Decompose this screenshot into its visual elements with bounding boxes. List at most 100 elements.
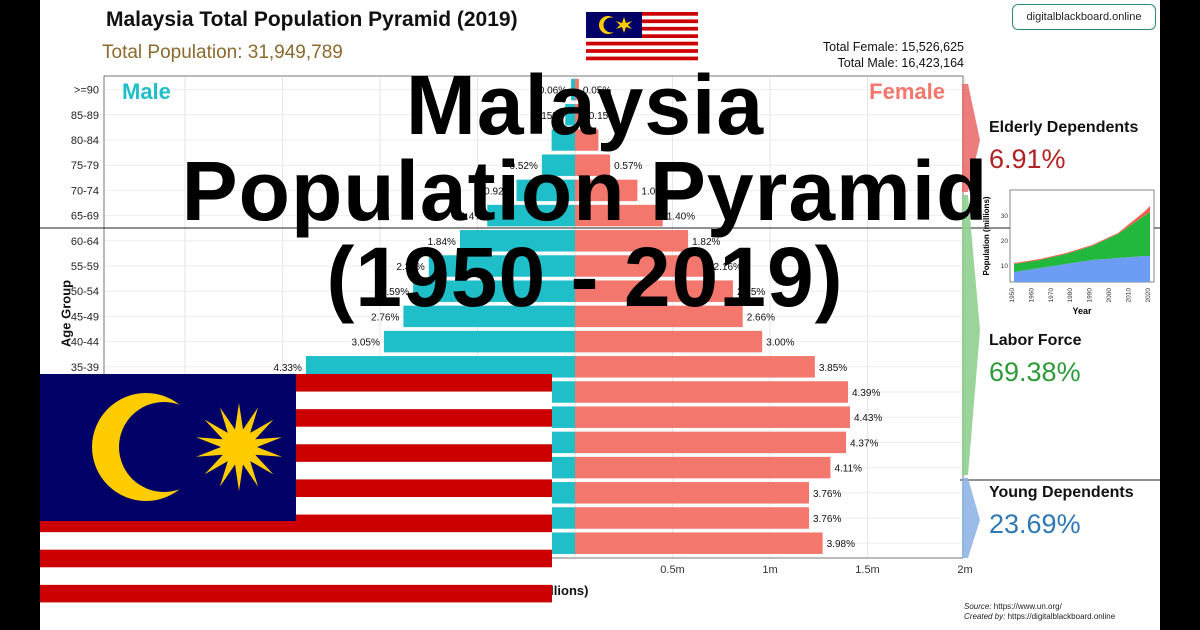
female-percent-label: 0.05%: [583, 86, 611, 97]
x-tick-label: 0.5m: [660, 564, 684, 576]
male-bar: [428, 255, 575, 277]
female-bar: [575, 179, 638, 202]
flag-stripe: [40, 584, 552, 603]
flag-stripe: [40, 602, 552, 620]
overlay-line-2: Population Pyramid: [181, 144, 989, 238]
total-population: Total Population: 31,949,789: [102, 42, 343, 63]
female-bar: [575, 255, 710, 277]
malaysia-flag-large: [40, 374, 552, 620]
female-percent-label: 3.76%: [813, 514, 841, 525]
created-label: Created by:: [964, 612, 1006, 621]
female-percent-label: 2.16%: [714, 262, 742, 273]
female-percent-label: 4.37%: [850, 438, 878, 449]
male-percent-label: 3.05%: [352, 338, 380, 349]
elderly-label: Elderly Dependents: [989, 119, 1139, 136]
x-tick-labels: 0.5m 1m 1.5m 2m: [660, 564, 972, 576]
male-bar: [305, 356, 575, 378]
male-percent-label: 0.15%: [533, 111, 561, 122]
mini-y-label: Population (millions): [982, 196, 991, 275]
flag-star: [616, 17, 632, 33]
legend-female: Female: [869, 79, 945, 104]
site-badge[interactable]: digitalblackboard.online: [1012, 4, 1156, 30]
mini-x-tick: 2010: [1125, 288, 1132, 303]
malaysia-flag-small: [586, 12, 698, 64]
male-bar: [383, 330, 575, 353]
chart-title: Malaysia Total Population Pyramid (2019): [106, 8, 518, 31]
female-percent-label: 3.85%: [819, 363, 847, 374]
source-value[interactable]: https://www.un.org/: [991, 602, 1062, 611]
male-percent-label: 2.34%: [396, 262, 424, 273]
age-group-label: 50-54: [71, 286, 99, 298]
percent-labels: 0.06% 0.05% 0.15% 0.15% 0.52% 0.57% 0.92% 1.01%…: [274, 86, 883, 551]
female-percent-label: 3.00%: [766, 338, 794, 349]
male-percent-label: 1.84%: [428, 237, 456, 248]
overlay-line-1: Malaysia: [405, 58, 765, 152]
male-bar: [413, 280, 575, 302]
total-male: Total Male: 16,423,164: [837, 56, 964, 70]
flag-stripe: [40, 567, 552, 586]
flag-stripe: [586, 56, 698, 61]
male-percent-label: 1.4%: [460, 212, 483, 223]
female-percent-label: 1.40%: [667, 212, 695, 223]
female-percent-label: 3.76%: [813, 489, 841, 500]
mini-x-tick: 1990: [1087, 288, 1094, 303]
female-bar: [575, 330, 763, 353]
male-bar: [565, 104, 575, 126]
young-area: [1014, 256, 1150, 282]
mini-x-tick: 1970: [1048, 288, 1055, 303]
mini-x-label: Year: [1072, 306, 1092, 316]
overlay-line-3: (1950 - 2019): [326, 230, 844, 324]
male-bar: [487, 204, 575, 227]
female-bar: [575, 532, 823, 554]
female-percent-label: 2.66%: [747, 312, 775, 323]
female-bar: [575, 129, 599, 151]
female-percent-label: 4.39%: [852, 388, 880, 399]
female-bar: [575, 381, 848, 403]
mini-y-ticks: 10 20 30: [1001, 213, 1009, 270]
female-percent-label: 3.98%: [827, 539, 855, 550]
infographic: Malaysia Total Population Pyramid (2019)…: [40, 0, 1160, 630]
flag-stripe: [40, 532, 552, 551]
female-bar: [575, 305, 743, 328]
labor-arrow: [962, 195, 980, 475]
female-bar: [575, 431, 847, 454]
age-group-label: 65-69: [71, 211, 99, 223]
male-percent-label: 2.59%: [381, 287, 409, 298]
age-group-label: 85-89: [71, 110, 99, 122]
female-bar: [575, 507, 809, 529]
side-arrows: [962, 84, 980, 558]
male-bar: [551, 129, 575, 151]
flag-stripe: [586, 45, 698, 50]
female-percent-label: 0.57%: [614, 161, 642, 172]
flag-star: [196, 403, 282, 491]
female-bar: [575, 154, 611, 176]
created-value[interactable]: https://digitalblackboard.online: [1005, 612, 1116, 621]
young-label: Young Dependents: [989, 484, 1134, 501]
elderly-arrow: [962, 84, 980, 192]
source-label: Source:: [964, 602, 992, 611]
x-tick-label: 1.5m: [855, 564, 879, 576]
labor-area: [1014, 212, 1150, 272]
male-percent-label: 4.33%: [274, 363, 302, 374]
flag-stripe: [586, 38, 698, 43]
young-arrow: [962, 478, 980, 558]
flag-stripe: [40, 549, 552, 568]
labor-label: Labor Force: [989, 332, 1082, 349]
mini-y-tick: 20: [1001, 238, 1009, 245]
labor-value: 69.38%: [989, 357, 1081, 387]
female-bar: [575, 280, 733, 302]
flag-stripe: [586, 52, 698, 58]
x-tick-label: 2m: [957, 564, 972, 576]
mini-x-ticks: 1950 1960 1970 1980 1990 2000 2010 2020: [1009, 288, 1152, 303]
male-percent-label: 0.52%: [509, 161, 537, 172]
female-bar: [575, 456, 831, 479]
female-bar: [575, 204, 663, 227]
x-tick-label: 1m: [762, 564, 777, 576]
mini-x-tick: 1960: [1028, 288, 1035, 303]
age-group-label: 60-64: [71, 236, 99, 248]
age-group-label: >=90: [74, 85, 99, 97]
mini-y-tick: 10: [1001, 263, 1009, 270]
age-group-label: 70-74: [71, 185, 99, 197]
female-bar: [575, 104, 585, 126]
age-group-label: 45-49: [71, 311, 99, 323]
